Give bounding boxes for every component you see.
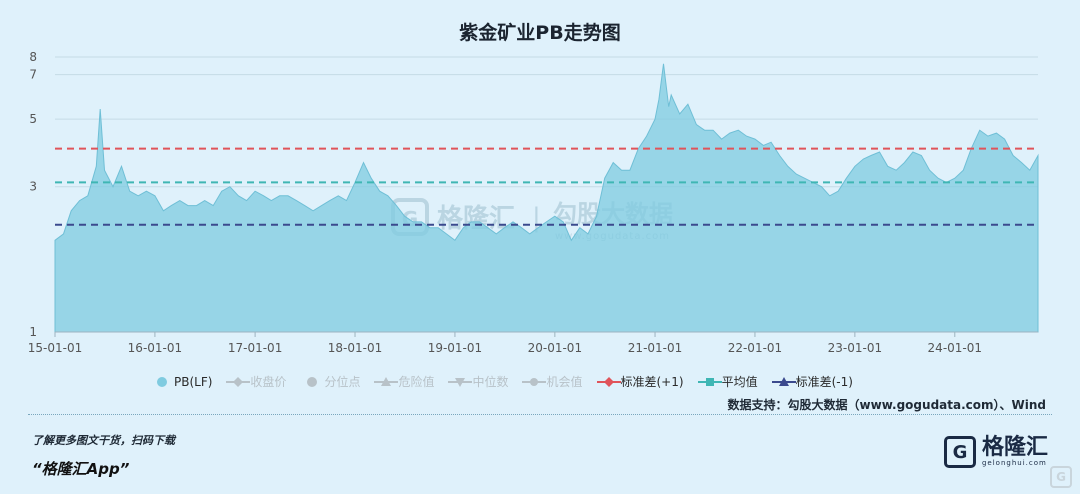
legend-marker-icon — [771, 376, 796, 386]
y-tick-label: 8 — [29, 50, 37, 64]
y-tick-label: 1 — [29, 325, 37, 339]
legend-item[interactable]: 危险值 — [374, 373, 434, 390]
legend-label: 收盘价 — [250, 375, 287, 389]
pb-area — [54, 63, 1039, 333]
y-tick-label: 7 — [29, 68, 37, 82]
x-tick-label: 20-01-01 — [528, 341, 582, 355]
legend-item[interactable]: 分位点 — [300, 373, 360, 390]
brand-name: 格隆汇 — [981, 435, 1048, 460]
x-axis-ticks: 15-01-01 16-01-01 17-01-01 18-01-01 19-01-01… — [28, 331, 1038, 355]
legend-marker-icon — [522, 377, 547, 386]
legend-item[interactable]: 收盘价 — [226, 373, 286, 390]
legend-label: 分位点 — [324, 375, 361, 389]
legend-marker-icon — [596, 376, 621, 387]
app-name: “格隆汇App” — [32, 460, 130, 478]
legend-label: 机会值 — [546, 375, 583, 389]
x-tick-label: 16-01-01 — [128, 341, 182, 355]
y-tick-label: 3 — [29, 180, 37, 194]
x-tick-label: 24-01-01 — [928, 341, 982, 355]
legend-item[interactable]: PB(LF) — [150, 375, 212, 389]
x-tick-label: 19-01-01 — [428, 341, 482, 355]
y-tick-label: 5 — [29, 112, 37, 126]
pb-series-area — [54, 63, 1039, 333]
divider — [28, 414, 1052, 415]
legend-item[interactable]: 标准差(+1) — [596, 373, 684, 390]
reference-lines — [55, 147, 1038, 226]
legend-label: 标准差(-1) — [795, 375, 853, 389]
legend-label: 平均值 — [721, 375, 758, 389]
legend-item[interactable]: 标准差(-1) — [771, 373, 853, 390]
legend-marker-icon — [307, 376, 318, 387]
x-tick-label: 18-01-01 — [328, 341, 382, 355]
chart-title: 紫金矿业PB走势图 — [459, 22, 621, 44]
legend-label: 中位数 — [472, 375, 509, 389]
brand-logo-icon: G — [943, 436, 976, 468]
legend-label: PB(LF) — [174, 374, 213, 389]
legend-marker-icon — [697, 377, 722, 386]
legend-item[interactable]: 平均值 — [697, 373, 758, 390]
legend-item[interactable]: 中位数 — [448, 373, 508, 390]
legend-marker-icon — [157, 376, 167, 387]
legend-label: 危险值 — [398, 375, 435, 389]
x-tick-label: 21-01-01 — [628, 341, 682, 355]
x-tick-label: 15-01-01 — [28, 341, 82, 355]
legend: PB(LF) 收盘价 分位点 危险值 中位数 机会值 标准差(+1) 平均值 标准差(-1) — [150, 373, 867, 390]
y-axis-ticks: 1 3 5 7 8 — [29, 50, 37, 339]
promo-text: 了解更多图文干货，扫码下载 — [32, 434, 175, 447]
brand-url: gelonghui.com — [981, 459, 1047, 467]
x-tick-label: 23-01-01 — [828, 341, 882, 355]
legend-marker-icon — [226, 376, 251, 387]
x-tick-label: 22-01-01 — [728, 341, 782, 355]
brand-logo-block: G 格隆汇 gelonghui.com — [943, 435, 1048, 468]
legend-marker-icon — [448, 377, 473, 387]
watermark-sep: | — [532, 203, 541, 233]
x-tick-label: 17-01-01 — [228, 341, 282, 355]
data-credit: 数据支持：勾股大数据（www.gogudata.com）、Wind — [727, 398, 1046, 412]
legend-marker-icon — [374, 376, 399, 386]
legend-item[interactable]: 机会值 — [522, 373, 583, 390]
corner-badge-icon: G — [1050, 466, 1072, 488]
legend-label: 标准差(+1) — [620, 375, 684, 389]
